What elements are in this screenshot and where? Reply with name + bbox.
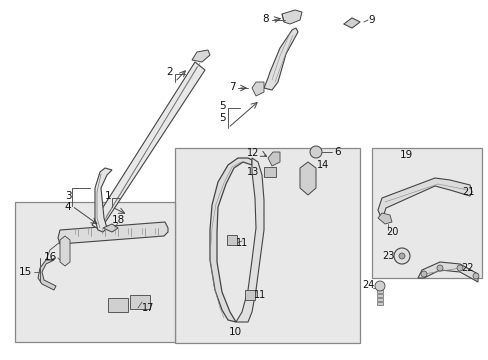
Circle shape [393,248,409,264]
Polygon shape [95,168,112,232]
Circle shape [374,281,384,291]
Polygon shape [376,298,382,301]
Text: 4: 4 [64,202,71,212]
Text: 11: 11 [235,238,247,248]
Text: 2: 2 [166,67,173,77]
Polygon shape [226,235,237,245]
Polygon shape [92,62,204,230]
Circle shape [436,265,442,271]
Polygon shape [38,260,56,290]
Text: 21: 21 [461,187,473,197]
Bar [371,148,481,278]
Polygon shape [376,290,382,293]
Polygon shape [376,302,382,305]
Polygon shape [60,236,70,266]
Text: 5: 5 [218,113,225,123]
Text: 11: 11 [253,290,265,300]
Circle shape [456,265,462,271]
Polygon shape [251,82,264,96]
Text: 18: 18 [111,215,124,225]
Text: 16: 16 [43,252,57,262]
Bar [175,148,359,343]
Text: 15: 15 [19,267,32,277]
Polygon shape [267,152,280,166]
Text: 10: 10 [228,327,241,337]
Text: 6: 6 [334,147,341,157]
Polygon shape [244,290,254,300]
Polygon shape [103,224,118,232]
Polygon shape [264,167,275,177]
Text: 1: 1 [104,191,111,201]
Circle shape [420,271,426,277]
Text: 7: 7 [228,82,235,92]
Polygon shape [377,178,471,220]
Circle shape [309,146,321,158]
Polygon shape [264,28,297,90]
Polygon shape [236,158,264,322]
Polygon shape [376,294,382,297]
Polygon shape [282,10,302,24]
Text: 19: 19 [399,150,412,160]
Bar [15,202,175,342]
Text: 17: 17 [142,303,154,313]
Text: 12: 12 [246,148,259,158]
Text: 13: 13 [246,167,259,177]
Text: 23: 23 [381,251,393,261]
Circle shape [472,273,478,279]
Text: 9: 9 [368,15,375,25]
Polygon shape [108,298,128,312]
Text: 14: 14 [316,160,328,170]
Text: 5: 5 [218,101,225,111]
Polygon shape [377,213,391,224]
Polygon shape [58,222,168,244]
Polygon shape [299,162,315,195]
Text: 24: 24 [361,280,373,290]
Circle shape [398,253,404,259]
Text: 22: 22 [461,263,473,273]
Text: 8: 8 [262,14,269,24]
Polygon shape [343,18,359,28]
Polygon shape [417,262,477,282]
Text: 20: 20 [385,227,397,237]
Text: 3: 3 [64,191,71,201]
Polygon shape [192,50,209,62]
Polygon shape [209,158,251,322]
Polygon shape [130,295,150,309]
